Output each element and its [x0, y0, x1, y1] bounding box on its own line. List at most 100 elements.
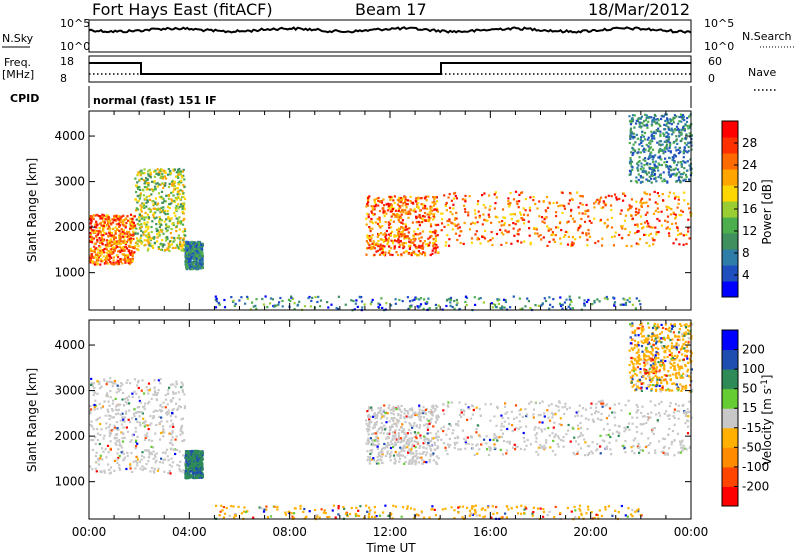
scatter-cell [109, 244, 112, 247]
scatter-cell [147, 460, 150, 463]
scatter-cell [147, 231, 150, 235]
scatter-cell [380, 412, 383, 415]
scatter-cell [393, 457, 396, 460]
scatter-cell [603, 222, 607, 225]
scatter-cell [435, 224, 438, 227]
scatter-cell [192, 452, 195, 455]
scatter-cell [429, 447, 432, 450]
scatter-cell [134, 241, 137, 244]
scatter-cell [90, 408, 93, 411]
scatter-cell [462, 242, 465, 245]
scatter-cell [650, 167, 653, 170]
scatter-cell [675, 125, 679, 128]
scatter-cell [182, 204, 186, 207]
scatter-cell [630, 131, 633, 134]
scatter-cell [168, 171, 171, 174]
scatter-cell [385, 444, 388, 448]
scatter-cell [453, 192, 456, 195]
scatter-cell [177, 407, 180, 410]
scatter-cell [411, 457, 415, 460]
scatter-cell [634, 232, 637, 235]
scatter-cell [675, 238, 678, 241]
scatter-cell [545, 210, 548, 213]
scatter-cell [543, 221, 546, 224]
scatter-cell [463, 208, 467, 211]
scatter-cell [135, 209, 138, 212]
scatter-cell [380, 238, 383, 241]
scatter-cell [184, 452, 187, 455]
scatter-cell [555, 201, 559, 204]
scatter-cell [604, 204, 607, 207]
scatter-cell [600, 206, 603, 210]
power-ylabel: Slant Range [km] [25, 158, 39, 262]
scatter-cell [112, 251, 115, 254]
scatter-cell [139, 192, 142, 195]
scatter-cell [96, 417, 99, 420]
scatter-cell [121, 232, 124, 236]
scatter-cell [172, 448, 175, 451]
scatter-cell [388, 443, 391, 446]
scatter-cell [532, 199, 535, 202]
scatter-cell [128, 238, 131, 241]
scatter-cell [119, 444, 122, 447]
freq-panel: Freq. [MHz] 18 8 60 0 Nave [2, 55, 776, 91]
scatter-cell [448, 297, 451, 300]
scatter-cell [636, 118, 640, 121]
scatter-cell [95, 428, 99, 431]
scatter-cell [419, 216, 422, 219]
scatter-cell [677, 152, 680, 155]
scatter-cell [139, 174, 142, 177]
scatter-cell [89, 465, 92, 468]
scatter-cell [90, 254, 93, 257]
scatter-cell [181, 245, 184, 248]
scatter-cell [407, 252, 410, 255]
scatter-cell [496, 299, 499, 302]
scatter-cell [139, 171, 142, 174]
scatter-cell [124, 235, 127, 238]
scatter-cell [559, 204, 562, 207]
scatter-cell [387, 237, 391, 240]
scatter-cell [185, 467, 188, 470]
scatter-cell [455, 298, 458, 302]
scatter-cell [172, 383, 175, 386]
scatter-cell [529, 243, 532, 246]
scatter-cell [115, 254, 118, 257]
scatter-cell [157, 467, 160, 470]
scatter-cell [432, 459, 435, 462]
scatter-cell [398, 460, 401, 463]
scatter-cell [558, 222, 562, 225]
scatter-cell [199, 249, 202, 252]
scatter-cell [122, 258, 125, 261]
scatter-cell [464, 210, 467, 213]
scatter-cell [679, 181, 682, 184]
scatter-cell [425, 418, 429, 421]
scatter-cell [158, 415, 161, 418]
scatter-cell [171, 412, 174, 415]
scatter-cell [177, 206, 180, 210]
scatter-cell [92, 229, 95, 232]
scatter-cell [178, 205, 181, 208]
scatter-cell [198, 241, 201, 244]
scatter-cell [541, 216, 544, 219]
scatter-cell [106, 444, 110, 447]
scatter-cell [428, 422, 431, 425]
scatter-cell [166, 238, 169, 241]
scatter-cell [678, 213, 681, 217]
scatter-cell [103, 469, 106, 472]
scatter-cell [410, 446, 413, 449]
scatter-cell [395, 235, 398, 238]
scatter-cell [161, 175, 164, 178]
scatter-cell [571, 217, 575, 220]
scatter-cell [467, 211, 470, 214]
scatter-cell [108, 468, 111, 471]
scatter-cell [365, 253, 368, 256]
scatter-cell [172, 194, 175, 197]
scatter-cell [683, 199, 686, 202]
scatter-cell [685, 120, 689, 123]
scatter-cell [490, 231, 493, 234]
scatter-cell [118, 224, 121, 227]
scatter-cell [448, 218, 451, 221]
scatter-cell [164, 406, 167, 409]
scatter-cell [118, 245, 121, 248]
scatter-cell [95, 257, 98, 260]
